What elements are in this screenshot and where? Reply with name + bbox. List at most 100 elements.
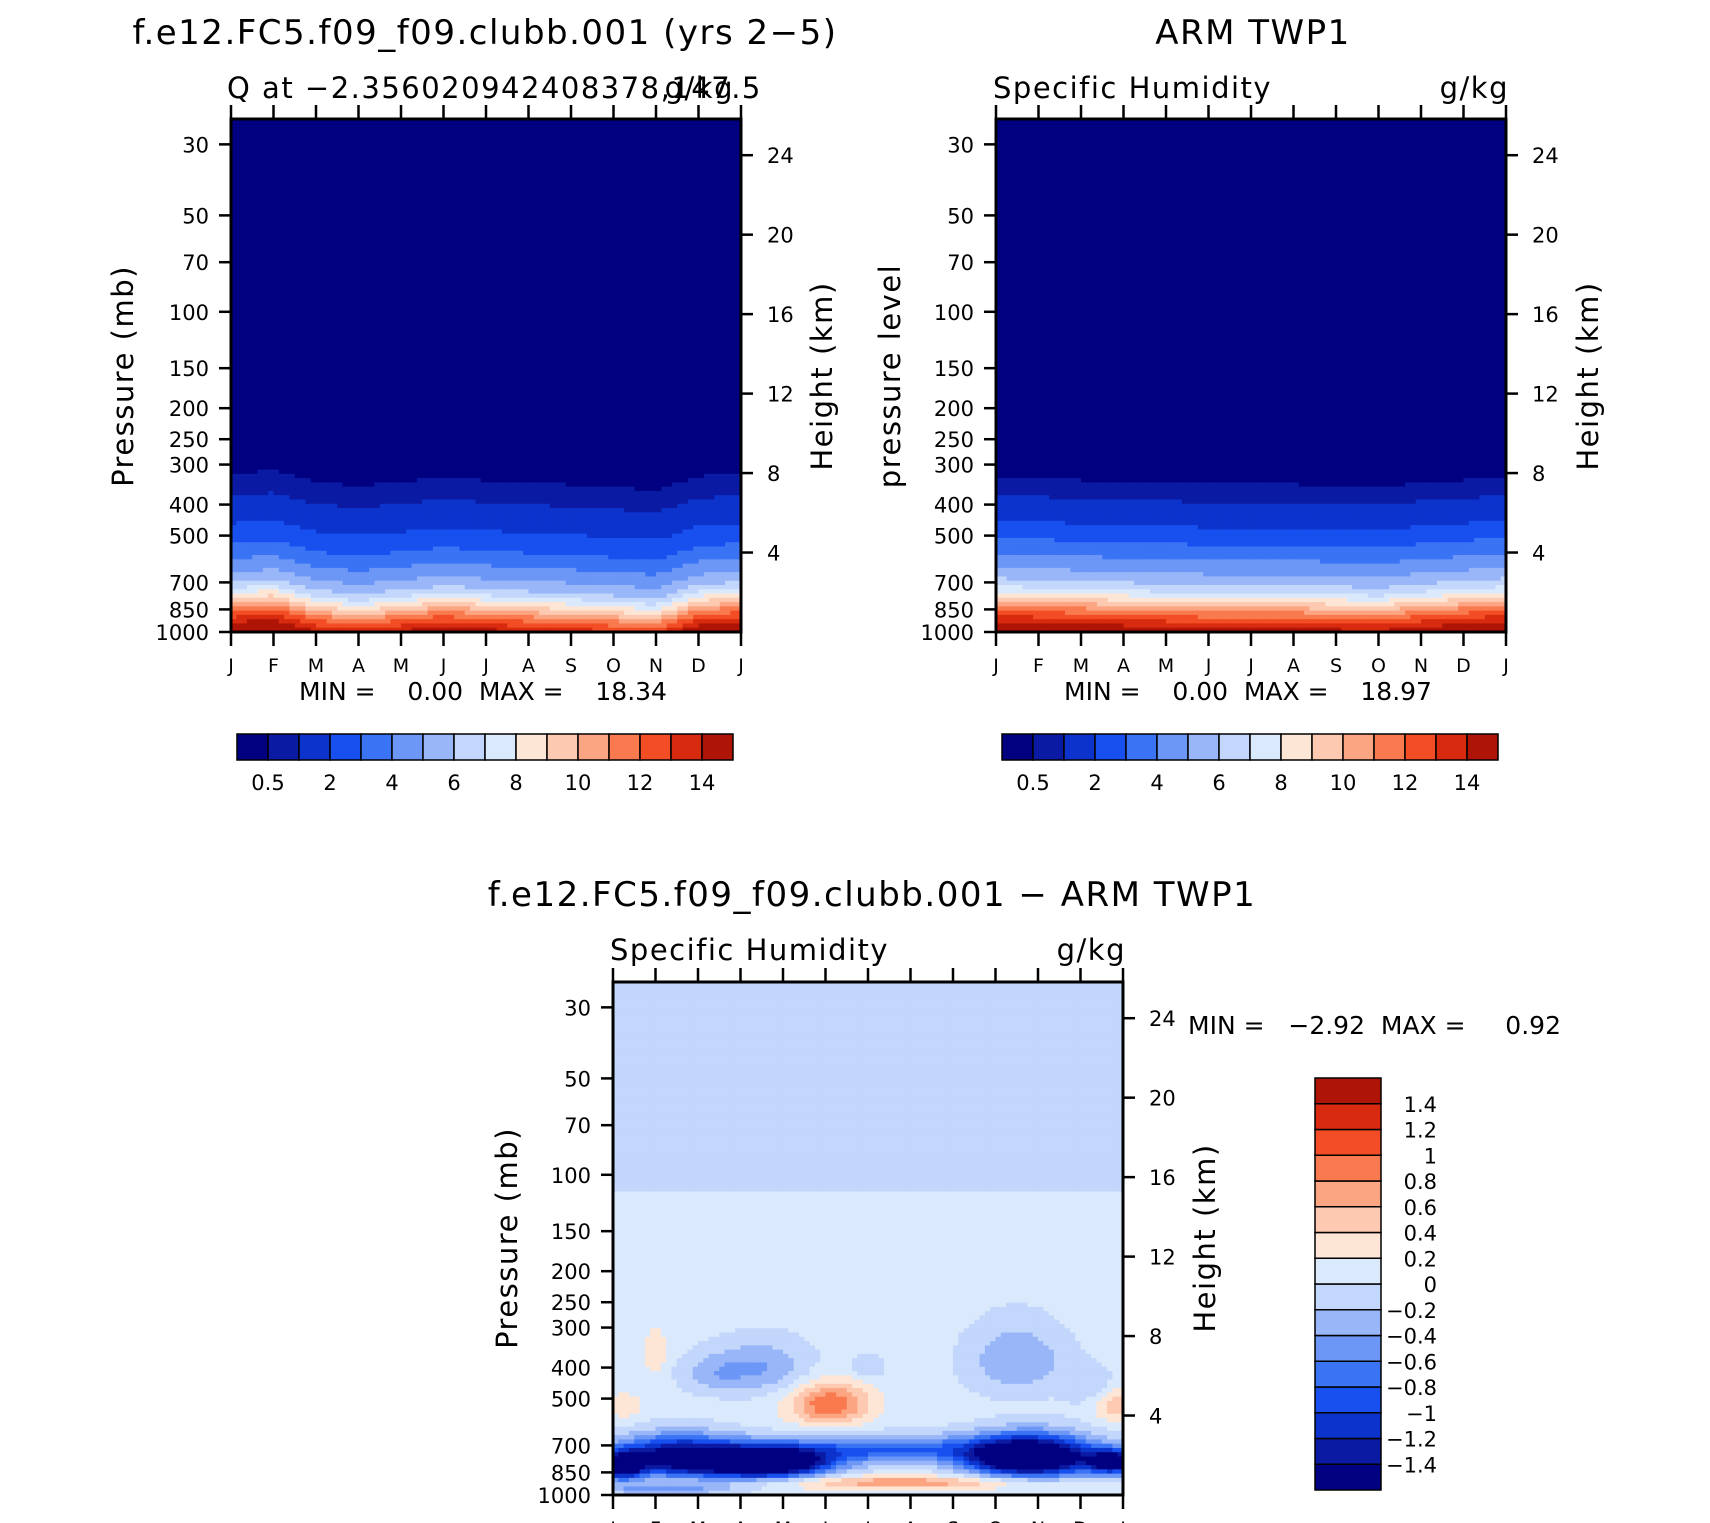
field-cell [247,157,253,162]
field-cell [544,140,550,145]
field-cell [629,157,635,162]
field-cell [433,136,439,141]
field-cell [252,128,258,133]
field-cell [258,209,264,214]
field-cell [629,192,635,197]
field-cell [343,149,349,154]
field-cell [635,170,641,175]
field-cell [438,145,444,150]
field-cell [513,166,519,171]
field-cell [709,192,715,197]
contour-plot: J F M A M J J A S O N D J305070100150200250300400500… [156,105,794,677]
field-cell [475,209,481,214]
field-cell [725,170,731,175]
field-cell [693,166,699,171]
field-cell [645,183,651,188]
field-cell [353,213,359,218]
field-cell [380,128,386,133]
field-cell [295,145,301,150]
field-cell [667,153,673,158]
field-cell [529,140,535,145]
field-cell [406,170,412,175]
field-cell [560,196,566,201]
field-cell [396,136,402,141]
field-cell [539,217,545,222]
field-cell [359,200,365,205]
field-cell [529,175,535,180]
field-cell [274,196,280,201]
field-cell [247,170,253,175]
field-cell [714,175,720,180]
field-cell [603,217,609,222]
field-cell [667,145,673,150]
field-cell [332,149,338,154]
field-cell [369,217,375,222]
field-cell [300,128,306,133]
field-cell [279,175,285,180]
field-cell [656,140,662,145]
field-cell [252,179,258,184]
field-cell [438,179,444,184]
field-cell [406,128,412,133]
field-cell [576,213,582,218]
field-cell [550,217,556,222]
field-cell [289,170,295,175]
field-cell [534,179,540,184]
field-cell [523,183,529,188]
field-cell [321,128,327,133]
field-cell [497,217,503,222]
field-cell [614,162,620,167]
field-cell [555,200,561,205]
field-cell [651,187,657,192]
field-cell [300,166,306,171]
field-cell [539,145,545,150]
field-cell [242,128,248,133]
field-cell [390,136,396,141]
field-cell [529,183,535,188]
field-cell [289,140,295,145]
field-cell [497,145,503,150]
field-cell [688,140,694,145]
field-cell [529,209,535,214]
field-cell [603,209,609,214]
field-cell [518,187,524,192]
field-cell [699,196,705,201]
field-cell [560,179,566,184]
field-cell [688,209,694,214]
field-cell [555,196,561,201]
field-cell [353,170,359,175]
field-cell [279,128,285,133]
field-cell [502,162,508,167]
field-cell [699,128,705,133]
field-cell [529,157,535,162]
field-cell [518,153,524,158]
field-cell [656,128,662,133]
field-cell [343,162,349,167]
field-cell [332,200,338,205]
field-cell [619,205,625,210]
field-cell [693,187,699,192]
field-cell [629,183,635,188]
field-cell [470,132,476,137]
field-cell [454,175,460,180]
field-cell [268,157,274,162]
field-cell [428,132,434,137]
field-cell [725,183,731,188]
field-cell [258,132,264,137]
field-cell [656,187,662,192]
field-cell [539,123,545,128]
field-cell [454,196,460,201]
field-cell [560,192,566,197]
field-cell [279,149,285,154]
field-cell [369,140,375,145]
field-cell [624,153,630,158]
field-cell [380,175,386,180]
field-cell [332,166,338,171]
field-cell [693,183,699,188]
field-cell [661,149,667,154]
field-cell [236,209,242,214]
field-cell [683,136,689,141]
field-cell [332,128,338,133]
field-cell [380,213,386,218]
